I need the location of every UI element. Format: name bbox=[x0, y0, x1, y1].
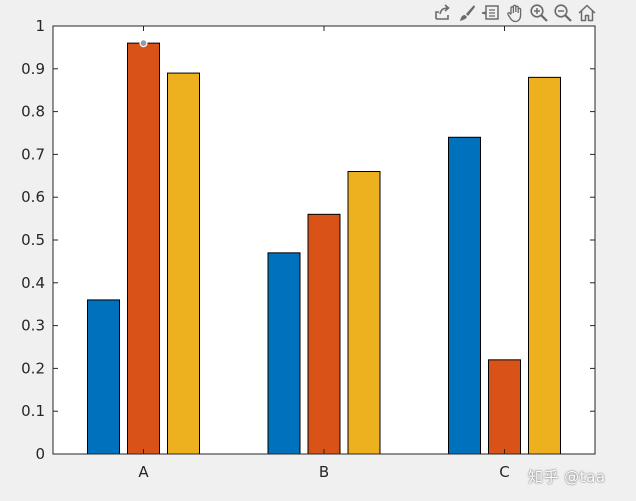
bar-A-series-1 bbox=[87, 299, 120, 455]
marker-group bbox=[139, 39, 148, 48]
y-tick-label: 0.2 bbox=[21, 359, 45, 377]
y-tick-label: 0.7 bbox=[21, 145, 45, 163]
data-point-marker[interactable] bbox=[139, 39, 148, 48]
bar-A-series-3 bbox=[167, 72, 200, 455]
home-icon[interactable] bbox=[576, 2, 598, 24]
y-tick-label: 0.4 bbox=[21, 274, 45, 292]
bar-C-series-1 bbox=[448, 136, 481, 455]
bar-C-series-2 bbox=[488, 359, 521, 455]
bar-C-series-3 bbox=[528, 76, 561, 455]
y-tick-label: 0.1 bbox=[21, 402, 45, 420]
x-axis: A B C bbox=[138, 26, 510, 481]
y-tick-label: 0.3 bbox=[21, 317, 45, 335]
bar-B-series-2 bbox=[307, 213, 341, 455]
y-axis: 0 0.1 0.2 0.3 0.4 0.5 0.6 0.7 0.8 0.9 1 bbox=[21, 17, 595, 463]
datatip-icon[interactable] bbox=[480, 2, 502, 24]
bar-B-series-3 bbox=[347, 171, 381, 455]
zoom-in-icon[interactable] bbox=[528, 2, 550, 24]
y-tick-label: 0.5 bbox=[21, 231, 45, 249]
bar-B-series-1 bbox=[267, 252, 301, 455]
x-tick-label: B bbox=[319, 463, 329, 481]
plot-frame bbox=[52, 25, 596, 455]
y-tick-label: 0.8 bbox=[21, 103, 45, 121]
x-tick-label: C bbox=[499, 463, 509, 481]
watermark-text: 知乎 @taa bbox=[528, 468, 606, 486]
export-icon[interactable] bbox=[432, 2, 454, 24]
pan-icon[interactable] bbox=[504, 2, 526, 24]
y-tick-label: 0 bbox=[35, 445, 45, 463]
bars-group bbox=[87, 42, 561, 455]
y-tick-label: 0.6 bbox=[21, 188, 45, 206]
x-tick-label: A bbox=[138, 463, 149, 481]
bar-A-series-2 bbox=[127, 42, 160, 455]
y-tick-label: 0.9 bbox=[21, 60, 45, 78]
y-tick-label: 1 bbox=[35, 17, 45, 35]
axes-toolbar bbox=[432, 2, 598, 24]
zoom-out-icon[interactable] bbox=[552, 2, 574, 24]
brush-icon[interactable] bbox=[456, 2, 478, 24]
